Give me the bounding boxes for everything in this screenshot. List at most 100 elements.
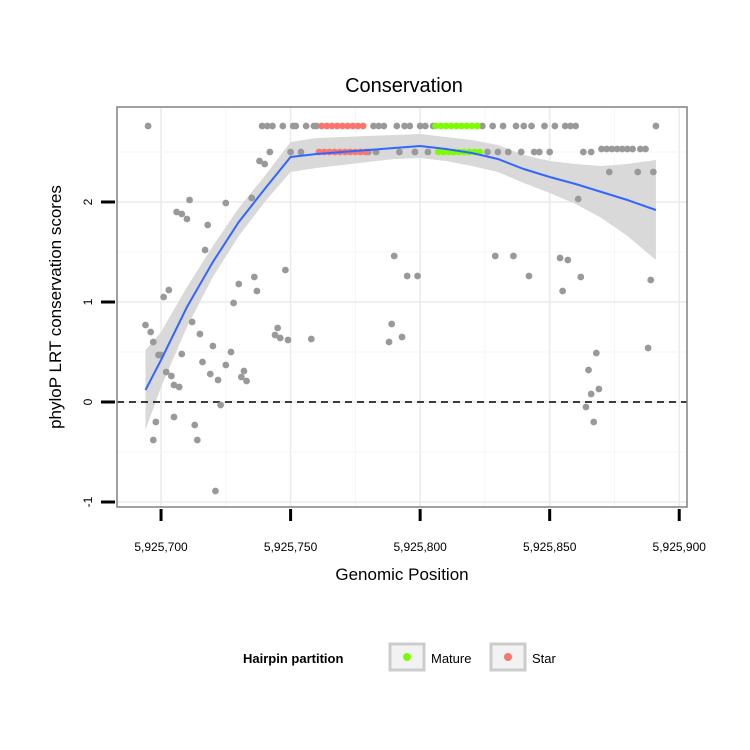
data-point-other bbox=[595, 385, 603, 393]
data-point-other bbox=[307, 335, 315, 343]
data-point-other bbox=[248, 194, 256, 202]
data-points-layer bbox=[142, 122, 660, 495]
data-point-other bbox=[411, 148, 419, 156]
data-point-mature bbox=[442, 122, 450, 130]
data-point-other bbox=[636, 145, 644, 153]
x-tick-label: 5,925,700 bbox=[134, 540, 188, 554]
data-point-other bbox=[235, 280, 243, 288]
data-point-other bbox=[170, 413, 178, 421]
data-point-other bbox=[525, 272, 533, 280]
data-point-other bbox=[414, 272, 421, 280]
data-point-other bbox=[297, 148, 305, 156]
data-point-star bbox=[318, 122, 326, 130]
data-point-star bbox=[344, 122, 351, 130]
data-point-other bbox=[178, 210, 186, 218]
data-point-other bbox=[227, 348, 235, 356]
data-point-other bbox=[380, 122, 388, 130]
data-point-other bbox=[390, 252, 398, 260]
data-point-mature bbox=[458, 122, 465, 130]
y-tick-label: 0 bbox=[81, 398, 95, 405]
data-point-other bbox=[222, 361, 230, 369]
data-point-other bbox=[266, 148, 274, 156]
x-tick-label: 5,925,800 bbox=[393, 540, 447, 554]
data-point-other bbox=[173, 208, 180, 216]
data-point-other bbox=[188, 318, 196, 326]
data-point-other bbox=[642, 145, 649, 153]
data-point-mature bbox=[447, 122, 455, 130]
x-tick-label: 5,925,850 bbox=[523, 540, 577, 554]
data-point-other bbox=[222, 199, 230, 207]
data-point-other bbox=[559, 287, 567, 295]
data-point-other bbox=[274, 324, 282, 332]
data-point-other bbox=[478, 122, 486, 130]
data-point-other bbox=[556, 254, 564, 262]
y-axis: -1 0 1 2 bbox=[81, 198, 115, 507]
data-point-mature bbox=[453, 122, 460, 130]
data-point-other bbox=[403, 272, 411, 280]
data-point-other bbox=[393, 122, 401, 130]
data-point-other bbox=[162, 368, 170, 376]
data-point-other bbox=[546, 148, 554, 156]
y-tick-label: -1 bbox=[81, 496, 95, 507]
data-point-other bbox=[284, 336, 292, 344]
data-point-other bbox=[388, 320, 396, 328]
data-point-other bbox=[170, 381, 178, 389]
data-point-other bbox=[282, 266, 289, 274]
data-point-other bbox=[512, 122, 520, 130]
data-point-other bbox=[253, 287, 261, 295]
data-point-mature bbox=[440, 148, 447, 156]
data-point-other bbox=[199, 358, 206, 366]
data-point-other bbox=[416, 122, 424, 130]
data-point-mature bbox=[473, 122, 481, 130]
data-point-other bbox=[256, 157, 263, 165]
data-point-other bbox=[551, 122, 559, 130]
legend-label-star: Star bbox=[532, 651, 557, 666]
x-axis-title: Genomic Position bbox=[335, 565, 468, 584]
data-point-other bbox=[424, 148, 432, 156]
data-point-other bbox=[206, 370, 214, 378]
data-point-other bbox=[212, 487, 219, 495]
data-point-other bbox=[271, 331, 279, 339]
data-point-other bbox=[528, 122, 535, 130]
data-point-other bbox=[624, 145, 631, 153]
legend-title: Hairpin partition bbox=[243, 651, 343, 666]
data-point-other bbox=[649, 168, 657, 176]
data-point-other bbox=[149, 338, 157, 346]
data-point-other bbox=[396, 148, 403, 156]
smooth-line bbox=[144, 144, 657, 391]
data-point-other bbox=[178, 350, 186, 358]
data-point-other bbox=[258, 122, 266, 130]
data-point-other bbox=[564, 256, 572, 264]
data-point-mature bbox=[468, 122, 476, 130]
data-point-other bbox=[263, 122, 271, 130]
data-point-other bbox=[510, 252, 517, 260]
data-point-other bbox=[144, 122, 152, 130]
data-point-other bbox=[421, 122, 429, 130]
data-point-other bbox=[644, 344, 652, 352]
data-point-other bbox=[175, 383, 183, 391]
data-point-other bbox=[535, 148, 543, 156]
data-point-other bbox=[401, 122, 408, 130]
data-point-other bbox=[214, 376, 222, 384]
smooth-line-layer bbox=[144, 144, 657, 391]
data-point-other bbox=[385, 338, 393, 346]
data-point-other bbox=[541, 122, 548, 130]
data-point-other bbox=[186, 196, 193, 204]
data-point-other bbox=[491, 252, 499, 260]
data-point-other bbox=[634, 168, 642, 176]
data-point-other bbox=[499, 122, 507, 130]
data-point-other bbox=[598, 145, 605, 153]
data-point-other bbox=[191, 421, 199, 429]
data-point-other bbox=[590, 418, 598, 426]
legend: Hairpin partition Mature Star bbox=[243, 642, 557, 672]
data-point-other bbox=[577, 273, 585, 281]
data-point-other bbox=[217, 401, 225, 409]
data-point-other bbox=[517, 148, 525, 156]
data-point-other bbox=[484, 148, 491, 156]
data-point-other bbox=[587, 148, 595, 156]
data-point-other bbox=[585, 366, 592, 374]
data-point-other bbox=[605, 168, 613, 176]
data-point-other bbox=[269, 122, 276, 130]
chart-title: Conservation bbox=[345, 75, 463, 97]
data-point-star bbox=[354, 122, 362, 130]
